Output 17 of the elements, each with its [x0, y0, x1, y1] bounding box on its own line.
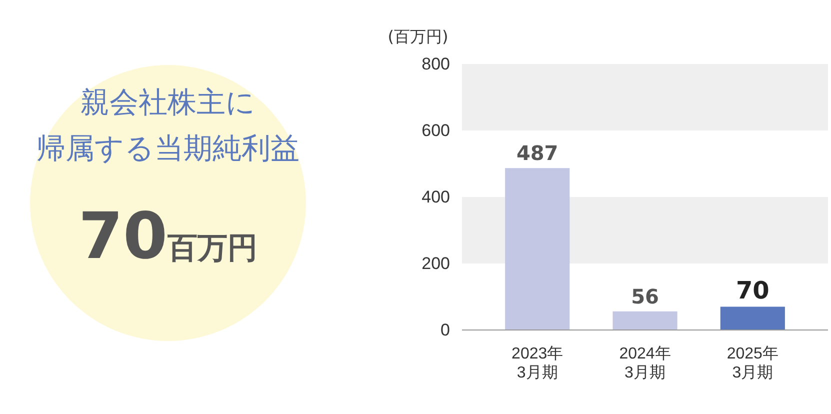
bar	[505, 168, 570, 330]
data-label: 70	[736, 276, 770, 305]
bar	[612, 311, 678, 330]
data-label: 56	[631, 284, 659, 308]
y-tick-label: 600	[422, 120, 450, 140]
y-tick-label: 200	[422, 254, 450, 273]
text: 親会社株主に帰属する当期純利益	[36, 85, 300, 165]
data-label: 487	[516, 141, 558, 166]
bar	[720, 306, 785, 330]
y-axis-title: (百万円)	[388, 27, 448, 46]
text: 70百万円	[78, 200, 258, 274]
x-tick-label: 2024年 3月期	[619, 345, 671, 382]
x-tick-label: 2025年 3月期	[726, 345, 778, 382]
y-tick-label: 800	[422, 54, 450, 74]
x-tick-label: 2023年 3月期	[512, 345, 564, 382]
y-tick-label: 0	[440, 320, 450, 340]
y-tick-label: 400	[422, 187, 450, 206]
